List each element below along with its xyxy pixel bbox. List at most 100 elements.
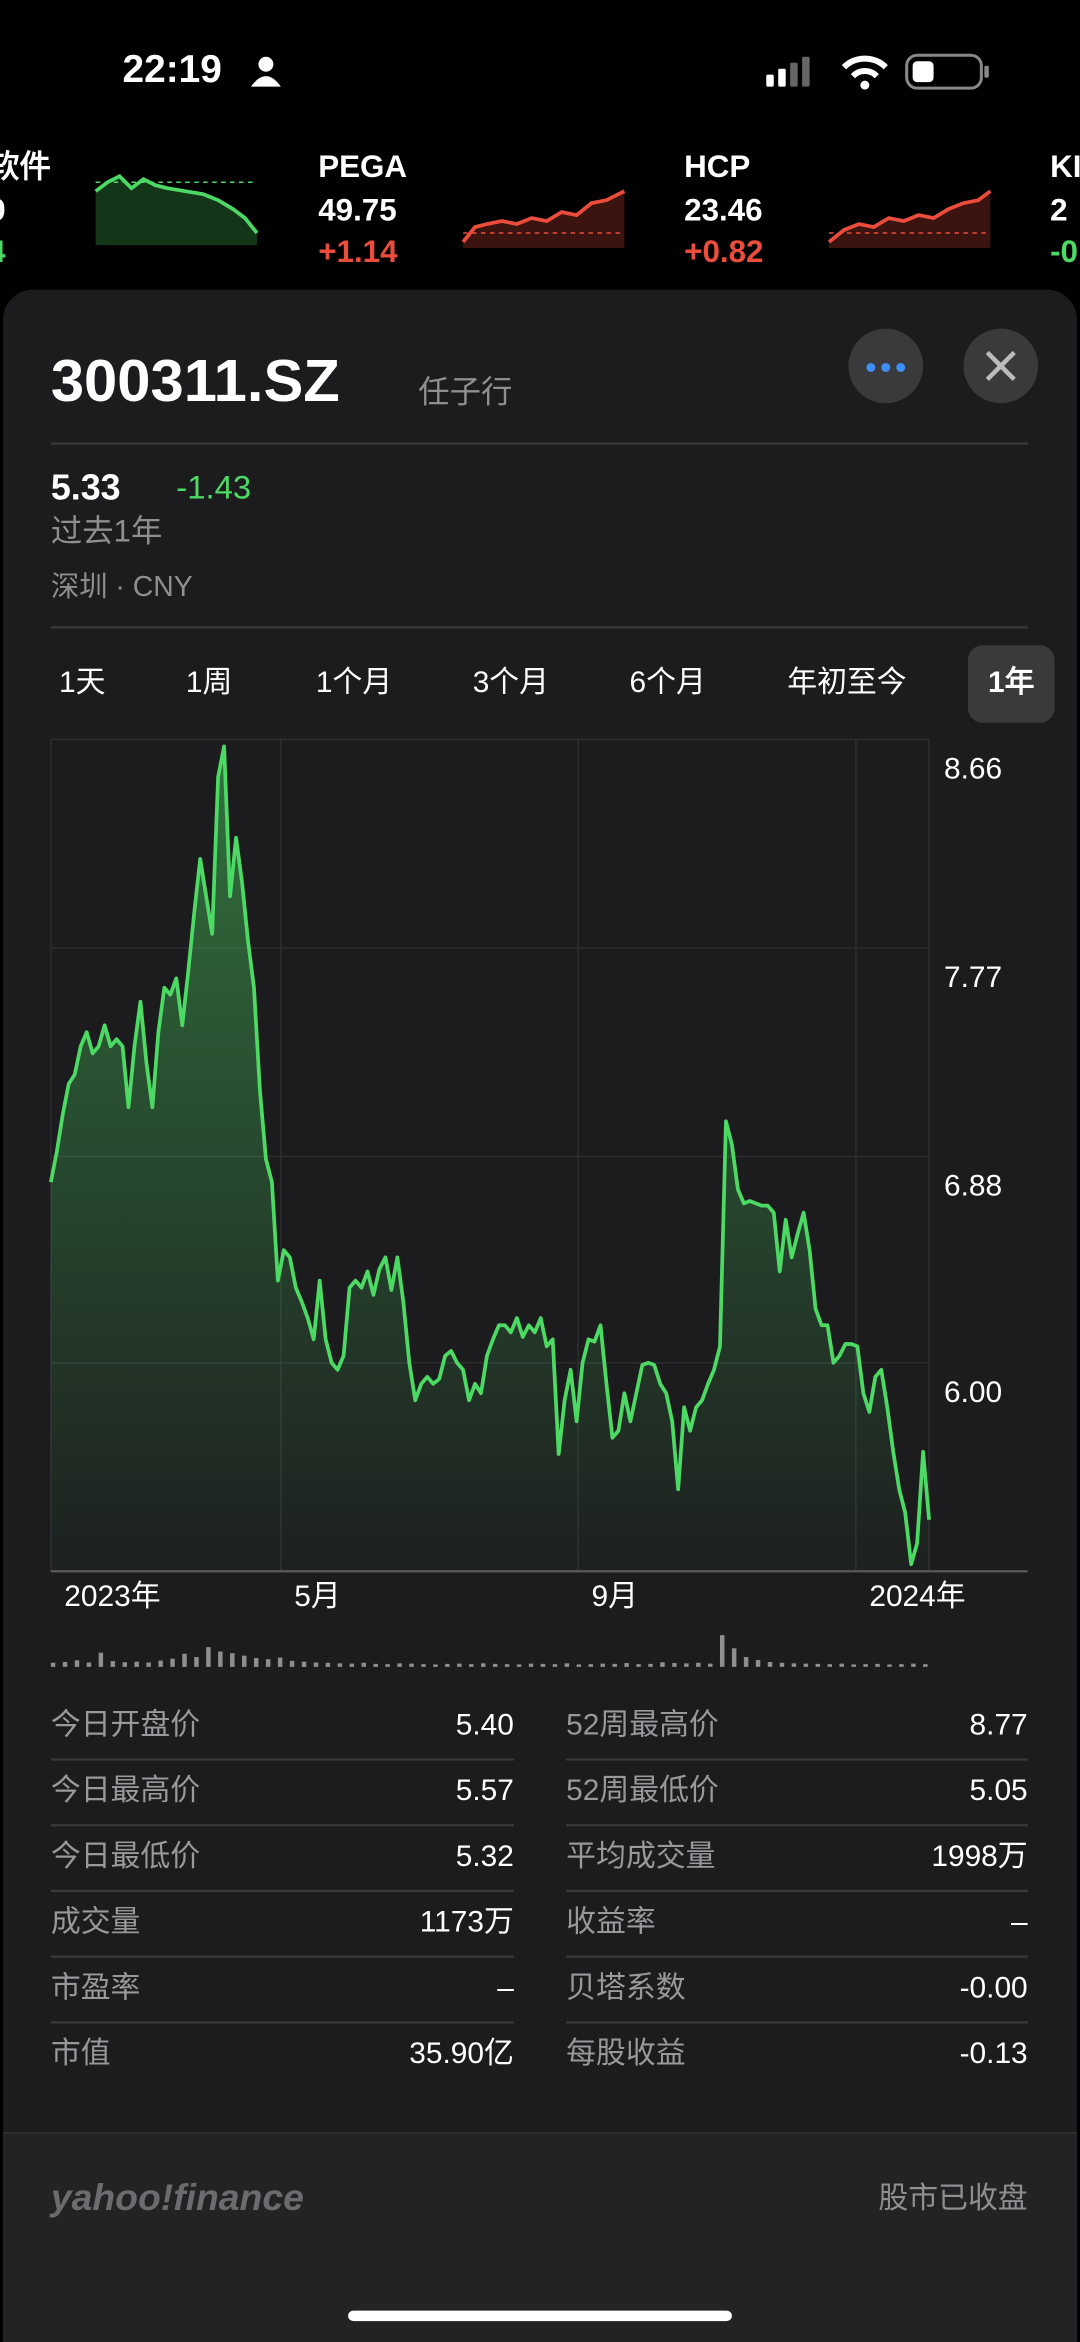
stat-label: 收益率 [566, 1906, 656, 1939]
volume-bar [696, 1662, 701, 1667]
volume-bar [552, 1664, 558, 1667]
volume-bar [612, 1663, 617, 1667]
volume-bar [385, 1664, 390, 1667]
volume-bar [361, 1662, 366, 1667]
volume-bar [516, 1664, 522, 1667]
range-button[interactable]: 1年 [988, 666, 1034, 699]
range-button[interactable]: 1天 [59, 666, 105, 699]
volume-bar [708, 1663, 713, 1667]
volume-bar [253, 1658, 259, 1667]
ticker-item[interactable]: PEGA 49.75 +1.14 [318, 149, 407, 269]
volume-bar [528, 1663, 534, 1667]
volume-bar [170, 1658, 175, 1667]
price-chart: 8.66 7.77 6.88 6.00 2023年 5月 9月 2024年 [49, 738, 1028, 1667]
volume-bar [313, 1662, 319, 1667]
volume-bar [349, 1663, 355, 1667]
range-button[interactable]: 年初至今 [787, 666, 906, 699]
ticker-item[interactable]: 软件 9 4 [0, 149, 51, 269]
range-button[interactable]: 1周 [186, 666, 232, 699]
stat-value: 8.77 [970, 1709, 1028, 1742]
volume-bar [277, 1657, 283, 1667]
stat-label: 今日最高价 [51, 1774, 200, 1807]
volume-bar [540, 1663, 546, 1667]
sparklines [94, 173, 992, 248]
volume-bar [624, 1663, 629, 1667]
price-line [49, 744, 931, 1567]
volume-bar [289, 1660, 295, 1667]
range-button[interactable]: 3个月 [473, 666, 549, 699]
volume-bar [851, 1664, 856, 1667]
ticker-item[interactable]: HCP 23.46 +0.82 [684, 149, 763, 269]
ticker-change: 4 [0, 234, 6, 269]
volume-bar [242, 1655, 247, 1667]
volume-bar [206, 1647, 211, 1667]
volume-bar [839, 1663, 844, 1667]
volume-bar [648, 1663, 653, 1667]
volume-bar [684, 1663, 689, 1667]
stat-value: 35.90亿 [409, 2037, 514, 2070]
stat-value: -0.00 [960, 1971, 1028, 2004]
range-button[interactable]: 6个月 [630, 666, 706, 699]
volume-bar [600, 1663, 605, 1667]
volume-bar [743, 1657, 749, 1667]
volume-bar [755, 1660, 761, 1667]
ticker-price: 23.46 [684, 192, 762, 227]
stat-label: 每股收益 [566, 2037, 685, 2070]
volume-bar [887, 1664, 892, 1667]
stat-value: 1173万 [420, 1906, 514, 1939]
more-button[interactable] [848, 328, 924, 404]
company-name: 任子行 [418, 375, 512, 410]
volume-bar [146, 1662, 151, 1667]
volume-bar [74, 1660, 80, 1667]
volume-bar [134, 1661, 139, 1667]
volume-bar [588, 1664, 594, 1667]
symbol: 300311.SZ [51, 347, 340, 414]
volume-bar [576, 1664, 582, 1667]
volume-bar [397, 1663, 402, 1667]
volume-bar [445, 1663, 450, 1667]
volume-bar [815, 1663, 821, 1667]
status-icons [250, 53, 989, 90]
close-button[interactable] [963, 328, 1039, 404]
volume-bar [409, 1663, 414, 1667]
stat-value: 5.05 [970, 1774, 1028, 1807]
stat-label: 成交量 [51, 1906, 141, 1939]
volume-bar [899, 1664, 904, 1667]
price-change: -1.43 [176, 469, 251, 506]
volume-bar [194, 1657, 199, 1667]
volume-bar [325, 1662, 331, 1667]
stat-label: 今日最低价 [51, 1840, 200, 1873]
clock: 22:19 [123, 48, 222, 91]
volume-bar [301, 1661, 307, 1667]
volume-bar [923, 1664, 928, 1667]
volume-bar [672, 1663, 677, 1667]
volume-bar [719, 1635, 725, 1667]
stat-value: 5.32 [456, 1840, 514, 1873]
volume-bar [230, 1653, 235, 1667]
ticker-symbol: 软件 [0, 149, 51, 184]
volume-bar [731, 1648, 737, 1667]
ticker-symbol: PEGA [318, 149, 407, 184]
stat-value: 1998万 [931, 1840, 1027, 1873]
stat-value: -0.13 [960, 2037, 1028, 2070]
ticker-item[interactable]: KI 2 -0 [1050, 149, 1080, 269]
volume-bar [433, 1664, 438, 1667]
volume-bar [50, 1662, 56, 1667]
volume-bar [779, 1662, 785, 1667]
volume-bar [660, 1662, 665, 1667]
range-selector: 1天 1周 1个月 3个月 6个月 年初至今 1年 [59, 645, 1055, 723]
volume-bar [98, 1652, 104, 1667]
ticker-change: -0 [1050, 234, 1078, 269]
stat-label: 52周最高价 [566, 1709, 719, 1742]
volume-bar [911, 1663, 916, 1667]
range-button[interactable]: 1个月 [316, 666, 392, 699]
volume-bar [564, 1663, 570, 1667]
ticker-symbol: KI [1050, 149, 1080, 184]
volume-bar [875, 1663, 880, 1667]
ticker-symbol: HCP [684, 149, 750, 184]
stat-value: 5.40 [456, 1709, 514, 1742]
volume-bar [62, 1661, 68, 1667]
stat-label: 52周最低价 [566, 1774, 719, 1807]
volume-bar [182, 1653, 187, 1667]
